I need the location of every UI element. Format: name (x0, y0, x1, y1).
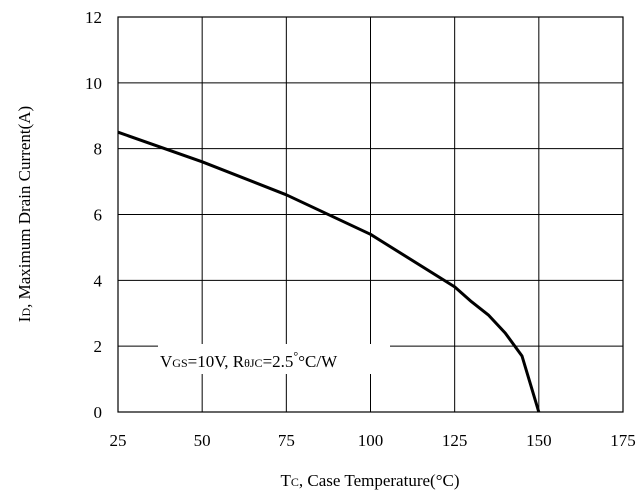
x-tick-label: 100 (358, 431, 384, 450)
annotation-r-rest: =2.5 (263, 352, 294, 371)
y-tick-label: 8 (94, 140, 103, 159)
plot-frame (117, 16, 624, 413)
x-axis-title-main: T (280, 471, 291, 490)
x-tick-label: 25 (110, 431, 127, 450)
x-axis-title: TC, Case Temperature(°C) (280, 471, 459, 490)
annotation-v-sub: GS (172, 356, 187, 370)
y-tick-label: 2 (94, 337, 103, 356)
y-axis-title-main: I (15, 316, 34, 322)
annotation-r-unit: °C/W (298, 352, 338, 371)
x-tick-label: 175 (610, 431, 636, 450)
y-tick-label: 0 (94, 403, 103, 422)
annotation-v-rest: =10V, R (188, 352, 245, 371)
x-axis-title-close: ) (454, 471, 460, 490)
annotation-degree-mark: ° (293, 349, 298, 363)
y-axis-title-rest: , Maximum Drain Current(A) (15, 106, 34, 308)
y-tick-label: 4 (94, 271, 103, 290)
series-line (117, 130, 541, 413)
annotation-background (158, 344, 390, 374)
y-tick-label: 10 (85, 74, 102, 93)
annotation-r-sub: θJC (244, 356, 262, 370)
tick-labels: 25 50 75 100 125 150 175 0 2 4 6 8 10 12 (85, 8, 636, 450)
y-axis-title: ID, Maximum Drain Current(A) (15, 106, 34, 322)
x-tick-label: 150 (526, 431, 552, 450)
x-axis-title-rest: , Case Temperature( (299, 471, 436, 490)
y-tick-label: 12 (85, 8, 102, 27)
x-tick-label: 75 (278, 431, 295, 450)
conditions-annotation: VGS=10V, RθJC=2.5°°C/W (160, 349, 338, 371)
x-axis-title-unit: °C (436, 471, 454, 490)
annotation-v: V (160, 352, 173, 371)
x-axis-title-sub: C (291, 475, 299, 489)
x-tick-label: 50 (194, 431, 211, 450)
y-axis-title-sub: D (19, 308, 33, 317)
y-tick-label: 6 (94, 206, 103, 225)
x-tick-label: 125 (442, 431, 468, 450)
